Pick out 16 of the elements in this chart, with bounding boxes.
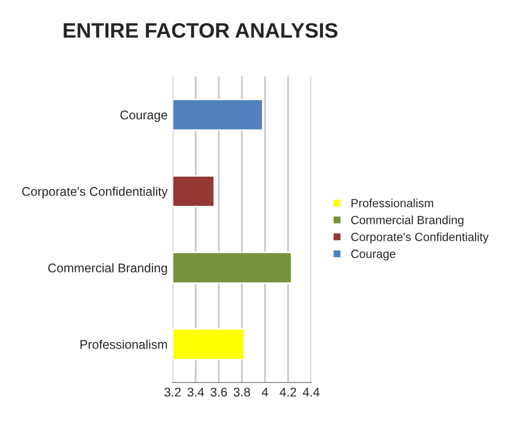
x-tick-label: 4.2 <box>280 388 296 396</box>
x-tick-label: 4 <box>262 388 268 396</box>
legend-label: Professionalism <box>352 198 434 208</box>
x-tick-label: 4.4 <box>302 388 320 396</box>
legend-label: Corporate's Confidentiality <box>351 232 489 244</box>
x-tick-label: 3.8 <box>234 388 250 397</box>
y-tick-label: Courage <box>120 110 168 122</box>
y-tick-label: Commercial Branding <box>48 263 167 275</box>
y-tick-label: Professionalism <box>80 340 167 349</box>
chart-title: ENTIRE FACTOR ANALYSIS <box>64 23 338 38</box>
x-tick-label: 3.6 <box>210 388 227 397</box>
y-tick-label: Corporate's Confidentiality <box>22 186 168 198</box>
x-tick-label: 3.4 <box>187 388 204 397</box>
legend-label: Courage <box>351 250 396 260</box>
x-tick-label: 3.2 <box>164 388 181 397</box>
legend-label: Commercial Branding <box>351 216 464 227</box>
